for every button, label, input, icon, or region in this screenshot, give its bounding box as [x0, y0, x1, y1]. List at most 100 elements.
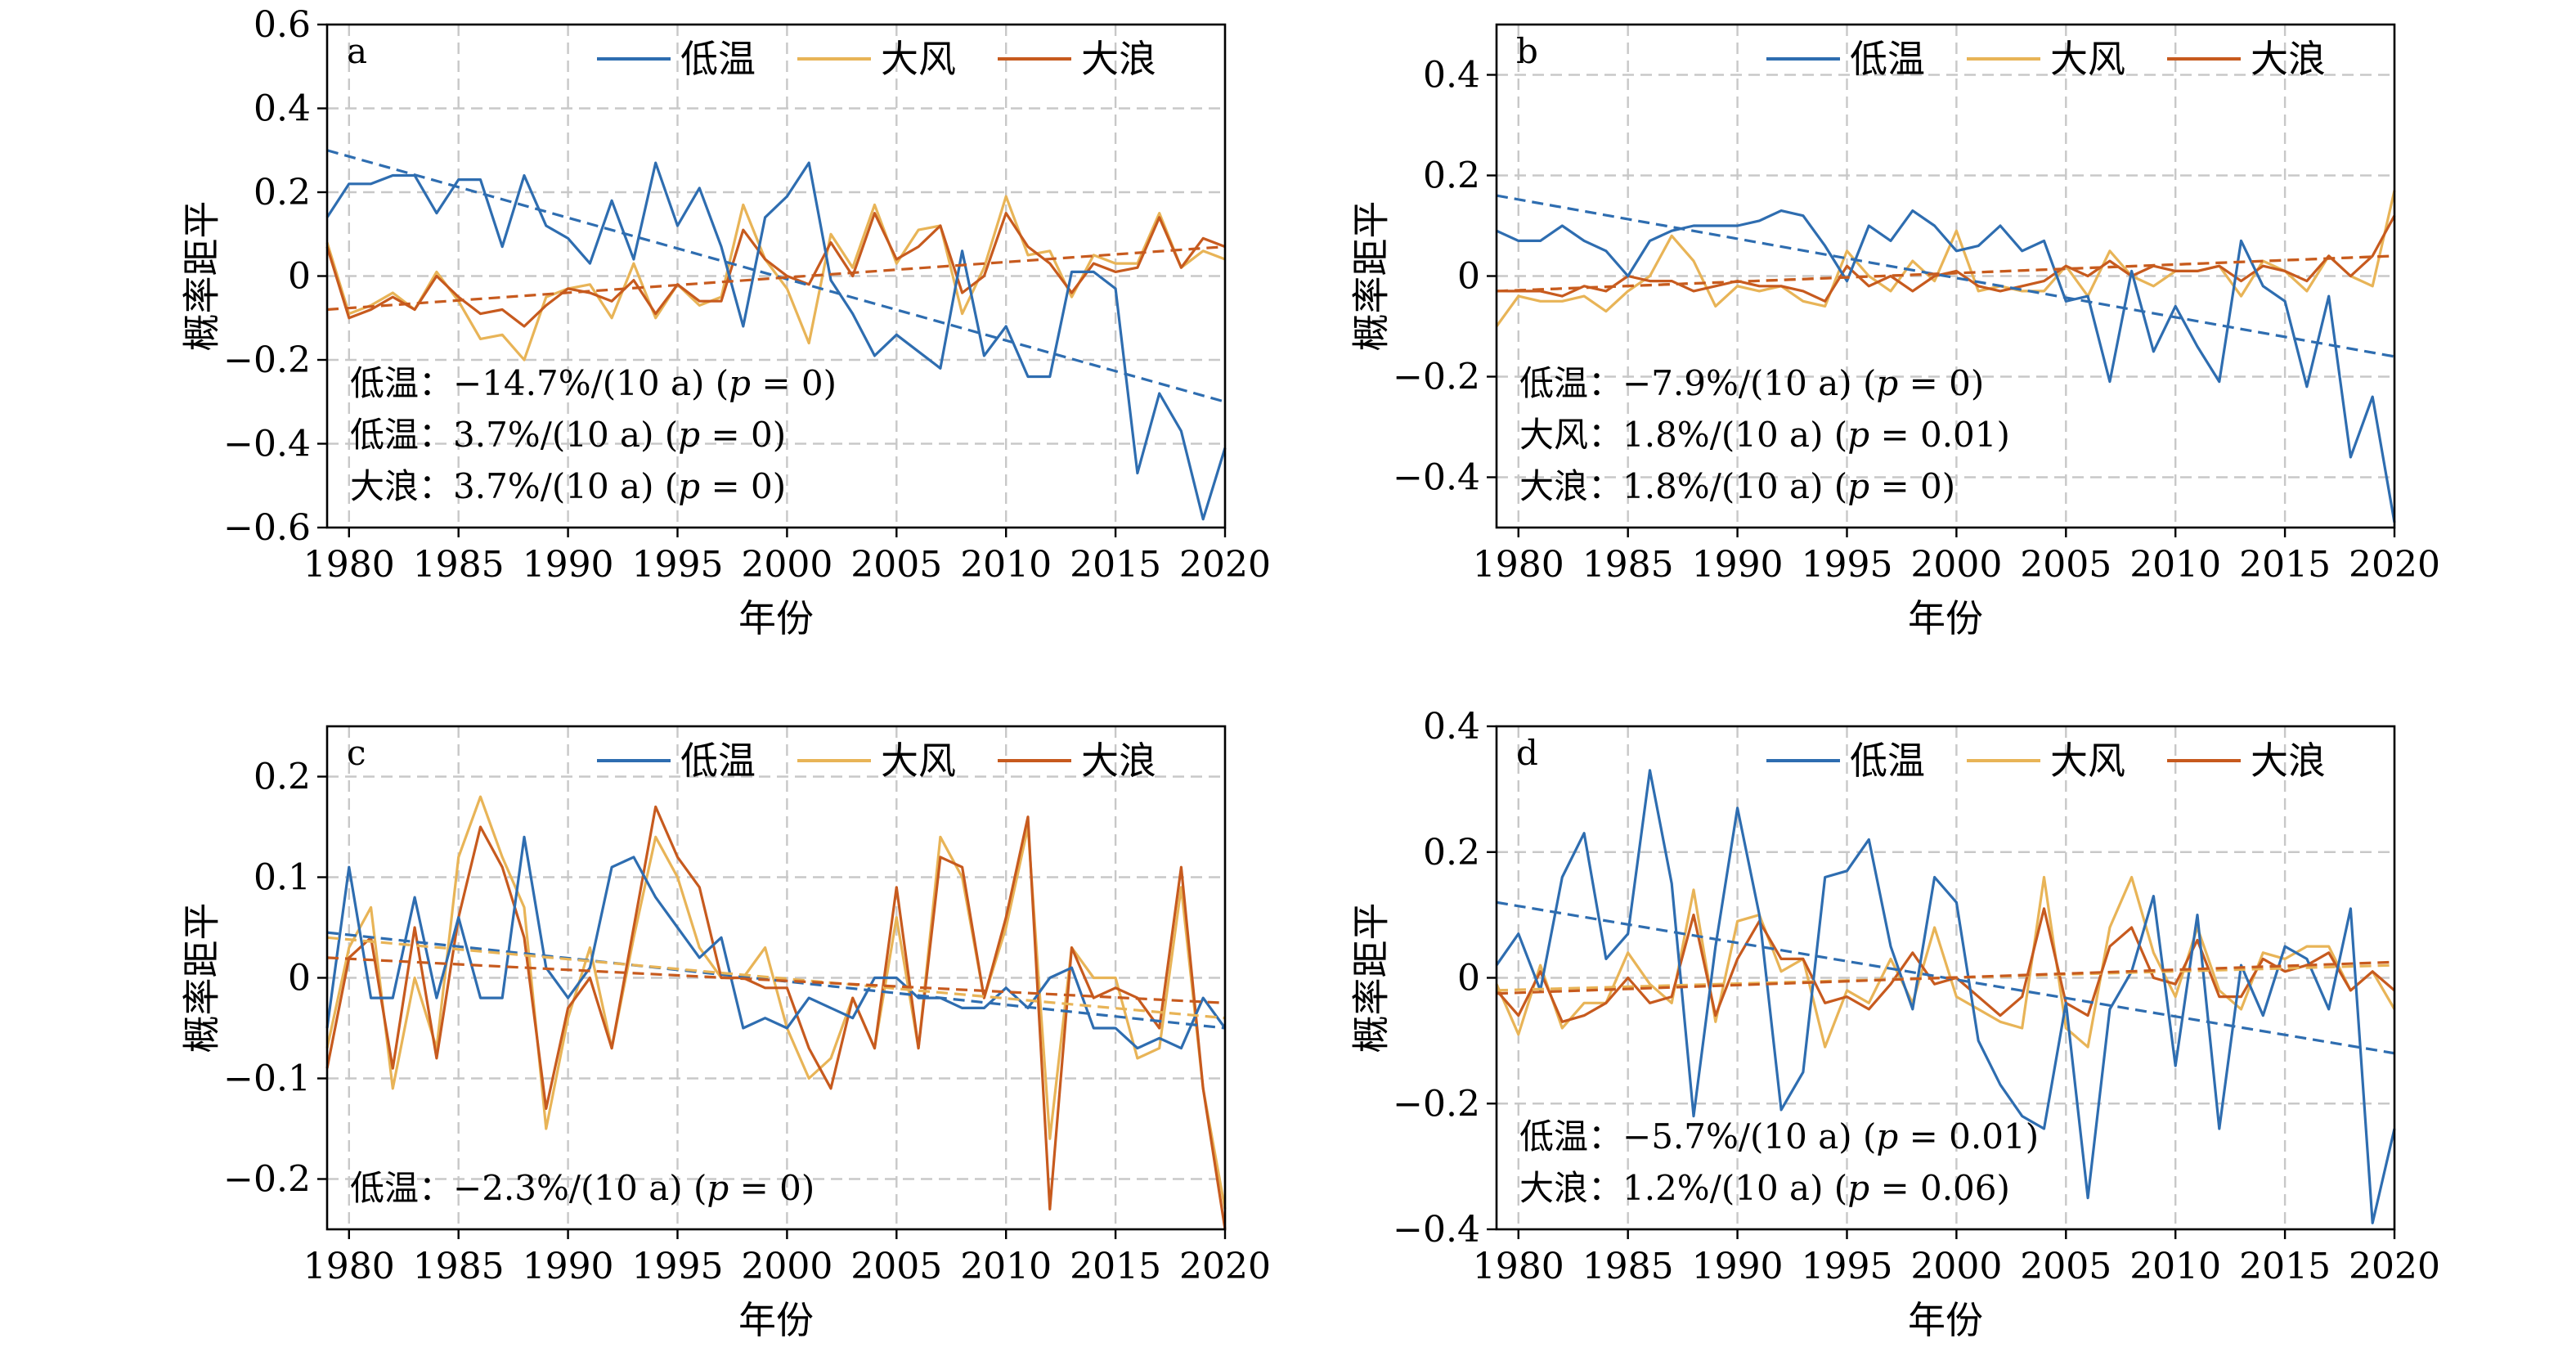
y-tick-label: −0.6: [223, 507, 311, 549]
y-tick-label: −0.2: [1393, 1083, 1480, 1125]
y-tick-label: 0.1: [254, 857, 311, 899]
y-tick-label: 0: [1457, 256, 1480, 298]
y-tick-label: −0.2: [1393, 357, 1480, 398]
panel-label: c: [347, 733, 366, 773]
trend-annotation-3: 大浪：1.8%/(10 a) (p = 0): [1519, 466, 1955, 506]
series-line-大浪: [325, 805, 1227, 1230]
legend-label-大浪: 大浪: [1081, 739, 1156, 783]
series-line-低温: [325, 161, 1227, 521]
panel-label: b: [1516, 31, 1538, 71]
trend-annotation-1: 低温：−2.3%/(10 a) (p = 0): [350, 1168, 815, 1208]
y-tick-label: 0.2: [254, 757, 311, 798]
y-axis-label: 概率距平: [180, 903, 224, 1053]
x-tick-label: 1985: [413, 544, 505, 586]
x-tick-label: 2000: [1910, 1246, 2002, 1287]
y-tick-label: 0.4: [1423, 706, 1480, 748]
x-tick-label: 1985: [413, 1246, 505, 1287]
y-tick-label: 0.6: [254, 4, 311, 46]
x-tick-label: 2000: [1910, 544, 2002, 586]
trend-annotation-3: 大浪：3.7%/(10 a) (p = 0): [350, 466, 786, 506]
panel-b: 1980 1985 1990 1995 2000 2005 2010 2015 2020 −0.4…: [1349, 23, 2440, 640]
y-tick-label: 0: [288, 256, 311, 298]
trend-line-大浪: [326, 245, 1226, 312]
trend-line-低温: [326, 149, 1226, 403]
x-tick-label: 2000: [741, 1246, 832, 1287]
trend-annotation-2: 低温：3.7%/(10 a) (p = 0): [350, 415, 786, 455]
trend-line-大风: [326, 936, 1226, 1020]
y-tick-label: 0.4: [254, 88, 311, 130]
x-tick-label: 1990: [1692, 544, 1784, 586]
x-tick-label: 1995: [631, 544, 723, 586]
x-tick-label: 2020: [2349, 544, 2440, 586]
legend-label-低温: 低温: [1850, 739, 1925, 783]
panel-c: 1980 1985 1990 1995 2000 2005 2010 2015 2020 −0.2…: [180, 725, 1271, 1342]
x-axis-label: 年份: [1908, 1298, 1983, 1342]
x-tick-label: 2015: [2239, 544, 2331, 586]
x-tick-label: 2010: [960, 544, 1052, 586]
legend-label-低温: 低温: [1850, 37, 1925, 81]
legend-label-大浪: 大浪: [2251, 739, 2326, 783]
series-line-大浪: [1495, 907, 2396, 1023]
trend-annotation-1: 低温：−5.7%/(10 a) (p = 0.01): [1519, 1116, 2039, 1157]
trend-line-低温: [1496, 901, 2395, 1055]
x-tick-label: 2020: [2349, 1246, 2440, 1287]
y-axis-label: 概率距平: [1349, 201, 1393, 352]
x-tick-label: 2000: [741, 544, 832, 586]
x-tick-label: 1980: [1473, 1246, 1564, 1287]
x-tick-label: 1990: [523, 544, 614, 586]
y-tick-label: 0.2: [254, 172, 311, 213]
x-tick-label: 1995: [631, 1246, 723, 1287]
series-line-大风: [1495, 190, 2396, 327]
y-tick-label: −0.4: [1393, 1209, 1480, 1251]
legend-label-大风: 大风: [881, 37, 956, 81]
x-tick-label: 2005: [850, 1246, 942, 1287]
series-line-大浪: [325, 212, 1226, 328]
legend-label-大风: 大风: [2050, 739, 2125, 783]
x-tick-label: 2020: [1179, 1246, 1271, 1287]
x-tick-label: 2015: [1070, 544, 1161, 586]
panel-label: a: [347, 31, 367, 71]
y-tick-label: −0.2: [223, 1159, 311, 1201]
x-tick-label: 1985: [1582, 544, 1674, 586]
x-tick-label: 2005: [2020, 1246, 2112, 1287]
y-axis-label: 概率距平: [180, 201, 224, 352]
y-tick-label: −0.1: [223, 1058, 311, 1100]
series-line-大风: [1495, 875, 2396, 1049]
trend-line-大浪: [326, 956, 1226, 1004]
y-tick-label: −0.2: [223, 339, 311, 381]
x-tick-label: 1980: [303, 544, 395, 586]
trend-line-大风: [1496, 963, 2395, 992]
trend-line-大浪: [1496, 960, 2395, 995]
series-line-低温: [325, 835, 1227, 1050]
x-tick-label: 1985: [1582, 1246, 1674, 1287]
x-axis-label: 年份: [1908, 596, 1983, 640]
trend-line-低温: [1496, 194, 2395, 358]
legend-label-大浪: 大浪: [2251, 37, 2326, 81]
x-tick-label: 2005: [2020, 544, 2112, 586]
series-line-大风: [325, 795, 1227, 1210]
y-axis-label: 概率距平: [1349, 903, 1393, 1053]
trend-annotation-1: 低温：−14.7%/(10 a) (p = 0): [350, 363, 837, 403]
x-tick-label: 2020: [1179, 544, 1271, 586]
legend-label-低温: 低温: [680, 37, 756, 81]
trend-annotation-2: 大风：1.8%/(10 a) (p = 0.01): [1519, 415, 2010, 455]
trend-annotation-2: 大浪：1.2%/(10 a) (p = 0.06): [1519, 1168, 2010, 1208]
trend-annotation-1: 低温：−7.9%/(10 a) (p = 0): [1519, 363, 1984, 403]
series-line-低温: [1496, 209, 2396, 523]
x-tick-label: 1995: [1801, 1246, 1892, 1287]
x-axis-label: 年份: [738, 1298, 814, 1342]
x-tick-label: 1980: [303, 1246, 395, 1287]
y-tick-label: −0.4: [223, 424, 311, 465]
x-tick-label: 1995: [1801, 544, 1892, 586]
x-tick-label: 2010: [960, 1246, 1052, 1287]
x-tick-label: 2005: [850, 544, 942, 586]
series-line-低温: [1495, 769, 2396, 1224]
y-tick-label: 0.2: [1423, 832, 1480, 874]
x-tick-label: 1980: [1473, 544, 1564, 586]
panel-label: d: [1516, 733, 1538, 773]
y-tick-label: 0: [1457, 958, 1480, 999]
x-tick-label: 2010: [2129, 544, 2221, 586]
series-line-大浪: [1497, 214, 2396, 303]
legend-label-大浪: 大浪: [1081, 37, 1156, 81]
